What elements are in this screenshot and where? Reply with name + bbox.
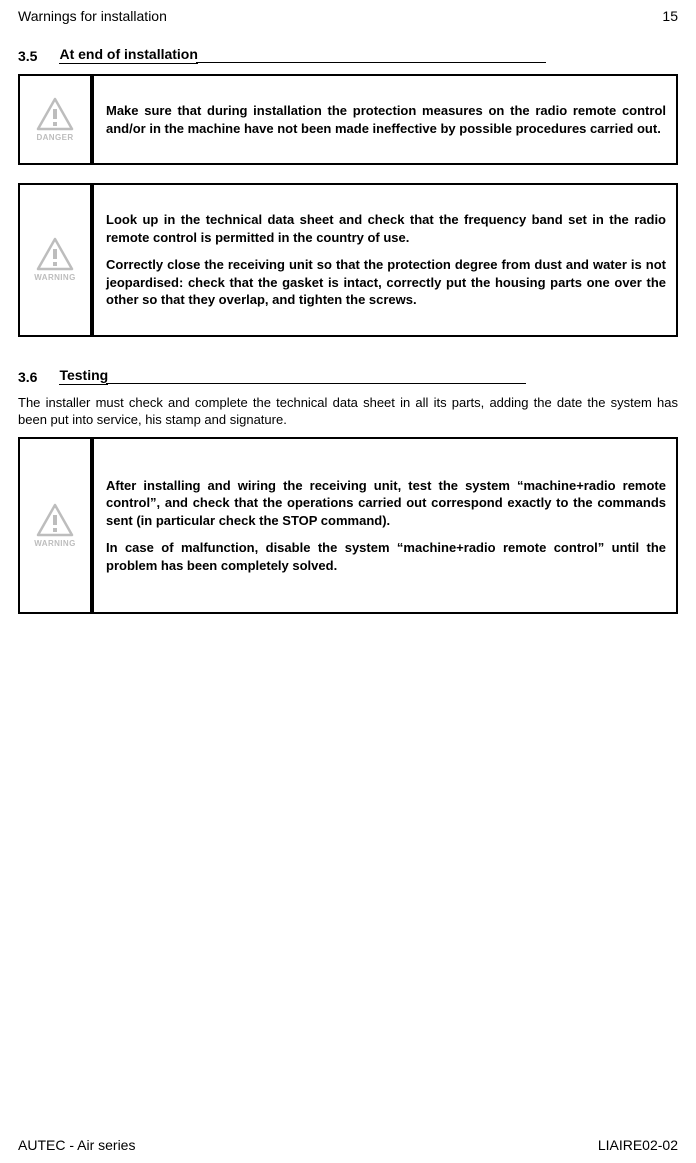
warning-2-text: After installing and wiring the receivin… [94, 439, 676, 613]
callout-icon-cell: WARNING [20, 439, 94, 613]
callout-icon-cell: DANGER [20, 76, 94, 163]
section-3-6-intro: The installer must check and complete th… [18, 395, 678, 429]
header-page-number: 15 [662, 8, 678, 24]
danger-text: Make sure that during installation the p… [94, 76, 676, 163]
warning-icon-label: WARNING [34, 273, 75, 282]
section-number: 3.5 [18, 48, 37, 64]
page-footer: AUTEC - Air series LIAIRE02-02 [18, 1137, 678, 1153]
warning-2-p2: In case of malfunction, disable the syst… [106, 539, 666, 574]
footer-left: AUTEC - Air series [18, 1137, 135, 1153]
warning-icon: WARNING [34, 237, 75, 282]
section-title: Testing [59, 367, 108, 385]
warning-icon: WARNING [34, 503, 75, 548]
heading-underline [106, 383, 526, 384]
section-title: At end of installation [59, 46, 197, 64]
danger-icon: DANGER [36, 97, 74, 142]
section-number: 3.6 [18, 369, 37, 385]
heading-underline [196, 62, 546, 63]
warning-1-p2: Correctly close the receiving unit so th… [106, 256, 666, 309]
warning-callout-2: WARNING After installing and wiring the … [18, 437, 678, 615]
footer-right: LIAIRE02-02 [598, 1137, 678, 1153]
warning-callout-1: WARNING Look up in the technical data sh… [18, 183, 678, 337]
section-heading-3-5: 3.5 At end of installation [18, 46, 678, 64]
section-heading-3-6: 3.6 Testing [18, 367, 678, 385]
header-left: Warnings for installation [18, 8, 167, 24]
warning-1-p1: Look up in the technical data sheet and … [106, 211, 666, 246]
warning-icon-label: WARNING [34, 539, 75, 548]
page-header: Warnings for installation 15 [18, 0, 678, 24]
danger-icon-label: DANGER [36, 133, 73, 142]
warning-1-text: Look up in the technical data sheet and … [94, 185, 676, 335]
callout-icon-cell: WARNING [20, 185, 94, 335]
danger-callout: DANGER Make sure that during installatio… [18, 74, 678, 165]
warning-2-p1: After installing and wiring the receivin… [106, 477, 666, 530]
